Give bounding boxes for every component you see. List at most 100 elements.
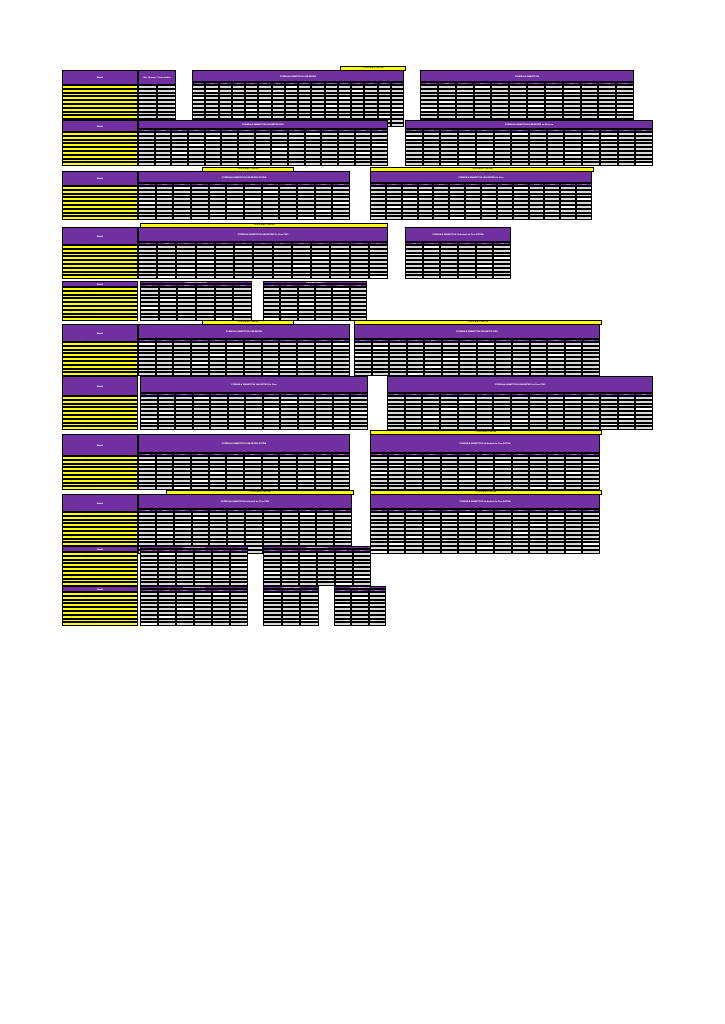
price-cell: 29 zł <box>317 567 335 571</box>
price-cell: 99 zł <box>280 426 298 431</box>
price-cell: 49 zł <box>209 538 228 543</box>
column-header: 139,99 <box>337 82 351 85</box>
price-cell: 19 zł <box>221 154 238 159</box>
model-name: Huawei Y6 <box>62 139 138 144</box>
model-header: Model <box>62 171 138 186</box>
price-cell: 399 zł <box>157 426 176 431</box>
model-list: Alcatel Pixi 4 + zestaw Play HTC One M8 Hu… <box>62 552 138 587</box>
price-cell: 49 zł <box>281 610 301 615</box>
price-cell <box>370 471 388 475</box>
price-cell: 399 zł <box>173 197 191 202</box>
price-cell: 29 zł <box>417 208 434 213</box>
price-cell: 1 zł <box>155 486 174 491</box>
price-cell: 29 zł <box>476 523 494 528</box>
price-cell: 99 zł <box>315 418 333 423</box>
column-header: 119,99 <box>512 183 529 186</box>
price-cell: 249 zł <box>405 512 424 516</box>
price-cell: 499 zł <box>176 559 194 564</box>
price-cell: 99 zł <box>512 372 530 377</box>
price-cell: 9 zł <box>440 474 459 479</box>
price-cell: 9 zł <box>271 107 285 112</box>
column-header: 99,99 <box>262 509 281 512</box>
model-name: Alcatel Pixi 4 + zestaw Play <box>62 396 138 400</box>
price-cell: 49 zł <box>296 193 315 198</box>
price-cell: 199 zł <box>364 103 378 108</box>
model-header: Model <box>62 546 138 552</box>
price-cell: 19 zł <box>401 208 418 213</box>
column-header: 79,99 <box>221 129 239 132</box>
price-cell: 99 zł <box>335 570 353 575</box>
price-cell: 199 zł <box>296 482 315 487</box>
price-cell: 9 zł <box>350 396 368 400</box>
model-name: LG K10 <box>62 103 138 108</box>
price-cell <box>208 353 227 358</box>
price-cell: 9 zł <box>140 574 158 579</box>
price-cell: 1 zł <box>311 92 325 97</box>
column-header: 99,99 <box>493 453 512 456</box>
price-cell: 1 zł <box>529 546 547 550</box>
price-cell: 49 zł <box>582 353 600 358</box>
price-cell: 9 zł <box>564 132 583 136</box>
price-cell: 1 zł <box>494 357 513 361</box>
price-cell: 199 zł <box>406 357 425 361</box>
price-grid: 199 zł 249 zł 299 zł 399 zł 499 zł 9 zł 19 zł 2… <box>138 245 388 280</box>
price-cell: 299 zł <box>493 542 512 547</box>
price-cell: 9 zł <box>405 263 423 268</box>
price-cell: 149 zł <box>194 582 212 587</box>
price-cell: 149 zł <box>261 208 280 213</box>
price-cell: 199 zł <box>529 527 547 531</box>
price-cell: 9 zł <box>423 478 441 483</box>
price-cell: 9 zł <box>155 212 174 217</box>
price-cell: 199 zł <box>231 96 245 101</box>
price-cell: 9 zł <box>296 459 315 464</box>
price-cell: 19 zł <box>599 396 618 400</box>
price-cell <box>371 345 390 350</box>
column-header: 89,99 <box>476 509 494 512</box>
price-cell: 499 zł <box>440 418 458 423</box>
price-cell: 19 zł <box>332 456 350 460</box>
model-name: Alcatel Pixi 4 + zestaw Play <box>62 422 138 427</box>
price-cell: 199 zł <box>212 582 230 587</box>
price-cell: 19 zł <box>245 523 263 528</box>
price-cell: 9 zł <box>458 471 477 475</box>
price-cell <box>370 549 388 554</box>
price-cell <box>354 150 372 155</box>
price-cell: 249 zł <box>311 260 331 264</box>
price-cell: 299 zł <box>208 463 227 468</box>
price-cell: 299 zł <box>280 542 299 547</box>
price-cell: 29 zł <box>209 534 228 539</box>
price-cell: 149 zł <box>176 618 194 623</box>
price-cell: 19 zł <box>405 486 424 491</box>
model-name: Alcatel Pixi 4 + zestaw Play <box>62 287 138 291</box>
price-cell: 9 zł <box>173 342 191 346</box>
price-cell: 299 zł <box>351 115 365 120</box>
price-cell: 149 zł <box>371 135 388 140</box>
price-cell <box>546 515 565 520</box>
price-cell: 149 zł <box>528 193 545 198</box>
price-cell: 199 zł <box>491 88 510 93</box>
price-cell: 49 zł <box>195 267 215 272</box>
price-cell: 499 zł <box>528 399 547 404</box>
price-cell: 199 zł <box>155 189 174 194</box>
price-cell: 29 zł <box>332 407 351 412</box>
price-cell: 29 zł <box>351 603 369 608</box>
price-cell: 199 zł <box>173 463 191 468</box>
column-header: 129,99 <box>315 393 333 396</box>
price-cell: 399 zł <box>291 271 312 276</box>
price-cell: 99 zł <box>422 275 441 280</box>
price-cell: 249 zł <box>440 139 459 144</box>
price-cell: 399 zł <box>473 103 492 108</box>
column-header: 119,99 <box>529 509 547 512</box>
price-cell <box>245 107 259 112</box>
price-cell <box>635 162 653 167</box>
price-cell: 9 zł <box>245 115 259 120</box>
price-cell: 399 zł <box>370 201 386 205</box>
price-cell: 299 zł <box>315 317 333 322</box>
model-header: Model <box>62 376 138 396</box>
price-cell: 1 zł <box>214 248 235 253</box>
price-cell: 399 zł <box>332 317 350 322</box>
price-cell <box>401 197 418 202</box>
price-cell: 249 zł <box>387 515 406 520</box>
price-cell: 299 zł <box>209 512 228 516</box>
price-cell: 19 zł <box>564 546 583 550</box>
